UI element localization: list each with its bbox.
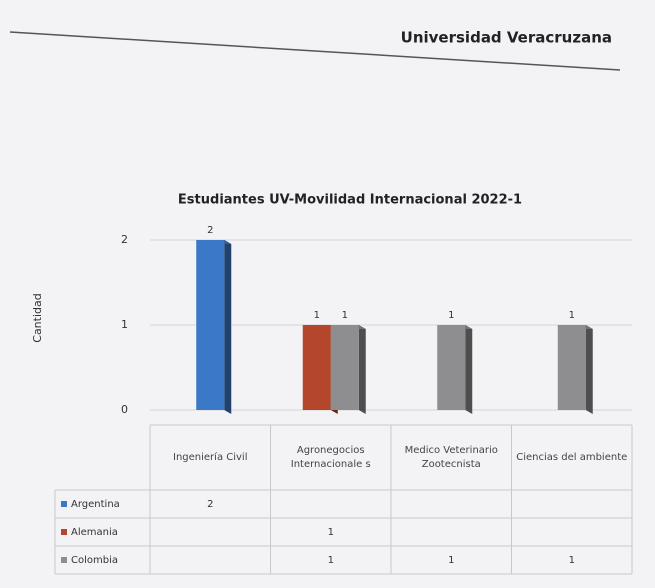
table-category-box: Ingeniería Civil [154,425,267,490]
chart-title: Estudiantes UV-Movilidad Internacional 2… [178,193,522,208]
data-label: 1 [342,310,348,321]
legend-label: Argentina [71,499,120,510]
y-axis-label: Cantidad [31,293,44,342]
table-value: 1 [569,555,575,566]
y-tick-label: 1 [121,318,128,331]
bar-side [586,325,593,414]
y-tick-label: 2 [121,233,128,246]
table-category: Ingeniería Civil [154,425,267,490]
table-value: 1 [328,527,334,538]
header-title: Universidad Veracruzana [401,29,612,47]
bar-side [465,325,472,414]
bar [558,325,586,410]
data-label: 1 [569,310,575,321]
bar-side [359,325,366,414]
data-label: 2 [207,225,213,236]
legend-label: Alemania [71,527,118,538]
legend-swatch [61,529,67,535]
data-label: 1 [314,310,320,321]
table-category: Medico Veterinario Zootecnista [395,425,508,490]
bar [196,240,224,410]
table-category: Agronegocios Internacionale s [275,425,388,490]
bar [437,325,465,410]
data-label: 1 [448,310,454,321]
table-value: 1 [328,555,334,566]
bar [331,325,359,410]
legend-swatch [61,557,67,563]
table-category-box: Ciencias del ambiente [516,425,629,490]
chart: Universidad Veracruzana Estudiantes UV-M… [0,0,655,588]
table-value: 1 [448,555,454,566]
legend-swatch [61,501,67,507]
table-category-box: Medico Veterinario Zootecnista [395,425,508,490]
bar-side [224,240,231,414]
y-tick-label: 0 [121,403,128,416]
bar [303,325,331,410]
table-category-box: Agronegocios Internacionale s [275,425,388,490]
table-category: Ciencias del ambiente [516,425,629,490]
table-value: 2 [207,499,213,510]
legend-label: Colombia [71,555,118,566]
